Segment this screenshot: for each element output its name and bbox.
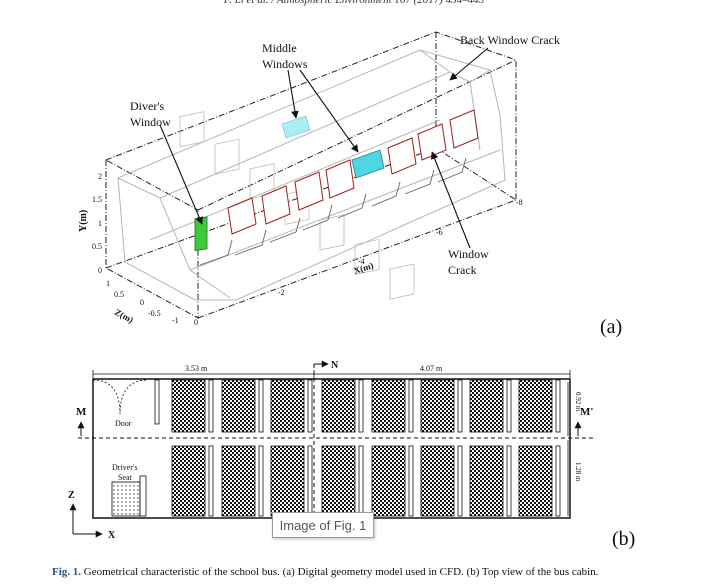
middle-windows-label-1: Middle <box>262 41 297 55</box>
seat-lower <box>270 445 305 517</box>
z-tick: -1 <box>172 316 179 325</box>
x-tick: 0 <box>194 318 198 327</box>
y-tick: 2 <box>98 172 102 181</box>
x-tick: -2 <box>278 288 285 297</box>
m-right-label: M' <box>580 406 593 418</box>
z-axis-label: Z(m) <box>113 307 135 325</box>
seat-lower <box>469 445 504 517</box>
figure-caption: Fig. 1. Geometrical characteristic of th… <box>52 566 692 578</box>
z-tick: 0 <box>140 298 144 307</box>
right-dim-1: 0.92 m <box>574 392 582 412</box>
m-left-label: M <box>76 406 87 418</box>
seat-upper <box>371 379 406 433</box>
y-tick: 1.5 <box>92 195 102 204</box>
window-crack-label-2: Crack <box>448 263 477 277</box>
z-tick: 1 <box>106 279 110 288</box>
y-tick: 1 <box>98 219 102 228</box>
north-label: N <box>331 360 339 371</box>
caption-text: Geometrical characteristic of the school… <box>81 566 599 578</box>
figure-1: Diver's Window Middle Windows Back Windo… <box>68 31 595 541</box>
panel-a-bus-model: Diver's Window Middle Windows Back Windo… <box>78 31 560 327</box>
dim-left-label: 3.53 m <box>185 364 208 373</box>
panel-a-label: (a) <box>600 316 623 338</box>
caption-prefix: Fig. 1. <box>52 566 82 578</box>
driver-seat <box>111 481 141 517</box>
z-tick: 0.5 <box>114 290 124 299</box>
seat-upper <box>518 379 553 433</box>
seat-lower <box>420 445 455 517</box>
seat-lower <box>221 445 256 517</box>
x-tick: -4 <box>358 257 365 266</box>
window-crack-label-1: Window <box>448 247 489 261</box>
y-tick: 0.5 <box>92 242 102 251</box>
seat-upper <box>420 379 455 433</box>
seat-upper <box>221 379 256 433</box>
driver-window-label-1: Diver's <box>130 99 164 113</box>
middle-window-cyan <box>351 149 385 179</box>
right-dim-2: 1.28 m <box>574 462 582 482</box>
axis-z-label: Z <box>68 490 75 501</box>
middle-windows-label-2: Windows <box>262 57 308 71</box>
seat-lower <box>321 445 356 517</box>
seat-upper <box>321 379 356 433</box>
back-window-crack-label: Back Window Crack <box>460 33 560 47</box>
seat-lower <box>171 445 206 517</box>
x-tick: -8 <box>516 198 523 207</box>
y-tick: 0 <box>98 266 102 275</box>
seat-upper <box>270 379 305 433</box>
axis-x-label: X <box>108 530 116 541</box>
driver-seat-label-1: Driver's <box>112 463 137 472</box>
seat-upper <box>469 379 504 433</box>
seat-upper <box>171 379 206 433</box>
driver-seat-label-2: Seat <box>118 473 133 482</box>
z-tick: -0.5 <box>148 309 161 318</box>
panel-b-top-view: 3.53 m 4.07 m N Door Driver's Seat <box>68 360 595 541</box>
y-axis-label: Y(m) <box>78 210 89 232</box>
seat-lower <box>371 445 406 517</box>
running-header: F. Li et al. / Atmospheric Environment 1… <box>223 0 485 6</box>
image-label-tooltip[interactable]: Image of Fig. 1 <box>272 512 374 538</box>
x-tick: -6 <box>436 228 443 237</box>
dim-right-label: 4.07 m <box>420 364 443 373</box>
panel-b-label: (b) <box>612 528 636 550</box>
seat-lower <box>518 445 553 517</box>
door-label: Door <box>115 419 132 428</box>
driver-window-label-2: Window <box>130 115 171 129</box>
